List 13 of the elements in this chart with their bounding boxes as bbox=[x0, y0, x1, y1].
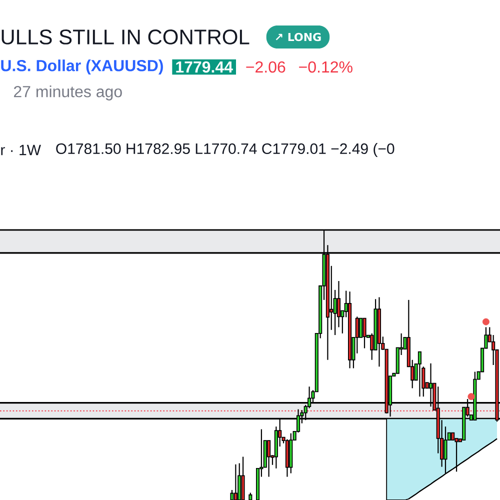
text: U.S. Dollar (XAUUSD) bbox=[1, 60, 163, 74]
text: ↗ LONG bbox=[276, 32, 321, 42]
candlestick bbox=[362, 318, 366, 349]
text: 27 minutes ago bbox=[14, 86, 122, 100]
text: O1781.50 H1782.95 L1770.74 C1779.01 −2.49 (−0 bbox=[56, 143, 394, 157]
text: −2.06 bbox=[246, 61, 286, 73]
text: 1779.44 bbox=[176, 61, 233, 73]
text: r · 1W bbox=[1, 144, 41, 156]
chart-title: ULLS STILL IN CONTROL bbox=[2, 30, 250, 44]
candlestick bbox=[422, 366, 426, 398]
candlestick bbox=[418, 351, 422, 398]
text: −0.12% bbox=[299, 61, 352, 73]
candlestick bbox=[267, 440, 271, 478]
